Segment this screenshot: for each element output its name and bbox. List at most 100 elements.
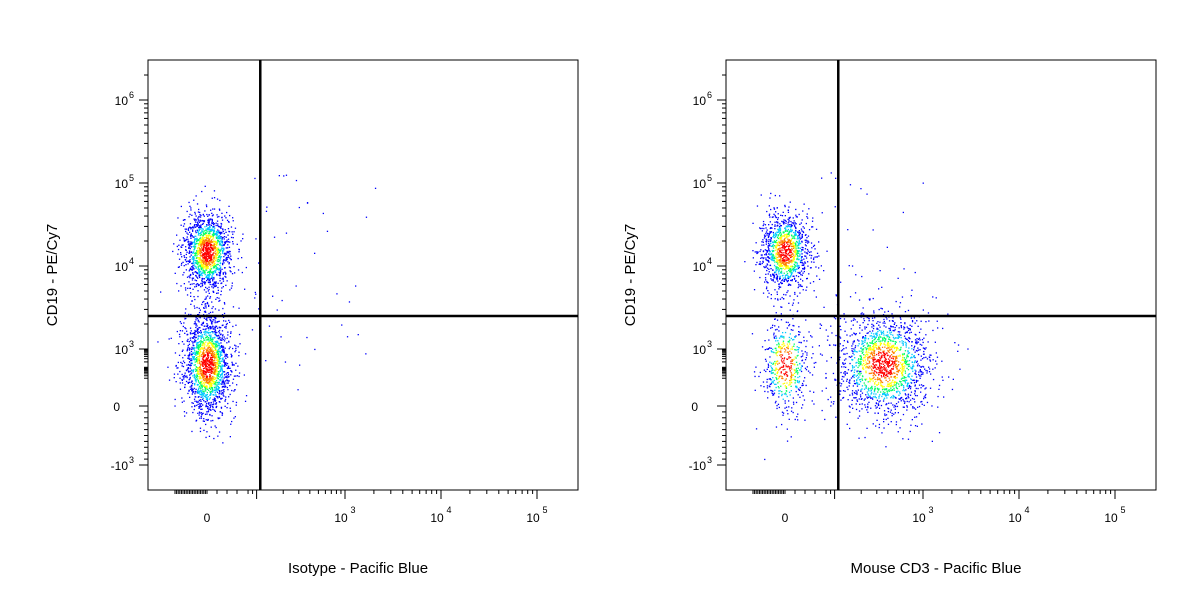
event-dot bbox=[868, 320, 870, 322]
event-dot bbox=[783, 298, 785, 300]
event-dot bbox=[213, 397, 216, 399]
event-dot bbox=[212, 371, 214, 373]
event-dot bbox=[198, 233, 200, 235]
event-dot bbox=[208, 278, 210, 280]
event-dot bbox=[873, 352, 876, 355]
event-dot bbox=[196, 373, 198, 375]
event-dot bbox=[204, 226, 206, 228]
event-dot bbox=[798, 241, 801, 243]
event-dot bbox=[858, 299, 861, 301]
event-dot bbox=[217, 268, 219, 271]
event-dot bbox=[213, 368, 215, 370]
event-dot bbox=[875, 343, 877, 345]
event-dot bbox=[779, 235, 782, 237]
event-dot bbox=[214, 340, 216, 343]
event-dot bbox=[201, 365, 204, 367]
event-dot bbox=[218, 309, 220, 311]
event-dot bbox=[183, 219, 186, 221]
event-dot bbox=[207, 326, 209, 329]
event-dot bbox=[222, 392, 224, 395]
event-dot bbox=[868, 356, 870, 358]
event-dot bbox=[206, 358, 208, 360]
event-dot bbox=[221, 282, 223, 284]
event-dot bbox=[788, 258, 790, 260]
event-dot bbox=[195, 352, 197, 354]
event-dot bbox=[194, 321, 196, 323]
event-dot bbox=[224, 384, 226, 386]
event-dot bbox=[778, 270, 780, 272]
event-dot bbox=[793, 299, 795, 301]
event-dot bbox=[766, 259, 768, 261]
event-dot bbox=[789, 241, 791, 243]
event-dot bbox=[231, 364, 234, 366]
event-dot bbox=[795, 229, 797, 232]
event-dot bbox=[800, 257, 802, 259]
event-dot bbox=[216, 371, 218, 373]
event-dot bbox=[226, 219, 229, 221]
event-dot bbox=[208, 280, 210, 282]
event-dot bbox=[896, 391, 898, 394]
event-dot bbox=[194, 243, 196, 245]
event-dot bbox=[200, 400, 202, 402]
event-dot bbox=[238, 372, 241, 374]
event-dot bbox=[195, 354, 197, 356]
event-dot bbox=[792, 217, 794, 219]
event-dot bbox=[784, 249, 786, 251]
event-dot bbox=[798, 250, 800, 252]
event-dot bbox=[215, 399, 217, 402]
event-dot bbox=[778, 259, 780, 261]
event-dot bbox=[203, 376, 205, 378]
event-dot bbox=[215, 350, 217, 352]
event-dot bbox=[818, 267, 820, 269]
event-dot bbox=[205, 376, 208, 379]
event-dot bbox=[782, 262, 784, 264]
event-dot bbox=[770, 237, 772, 239]
event-dot bbox=[180, 224, 182, 226]
event-dot bbox=[892, 386, 894, 388]
event-dot bbox=[200, 412, 202, 414]
event-dot bbox=[219, 391, 221, 393]
event-dot bbox=[791, 272, 794, 274]
event-dot bbox=[194, 353, 197, 355]
event-dot bbox=[181, 350, 183, 352]
event-dot bbox=[208, 403, 210, 405]
event-dot bbox=[205, 225, 208, 227]
event-dot bbox=[196, 254, 198, 256]
event-dot bbox=[908, 352, 911, 354]
event-dot bbox=[760, 249, 762, 251]
event-dot bbox=[780, 313, 782, 315]
event-dot bbox=[772, 250, 774, 253]
event-dot bbox=[920, 359, 922, 361]
event-dot bbox=[207, 371, 210, 373]
event-dot bbox=[805, 289, 807, 291]
event-dot bbox=[774, 281, 776, 283]
event-dot bbox=[215, 389, 217, 391]
event-dot bbox=[258, 262, 260, 264]
event-dot bbox=[205, 334, 207, 336]
event-dot bbox=[187, 363, 190, 366]
event-dot bbox=[195, 376, 197, 378]
event-dot bbox=[759, 276, 761, 279]
event-dot bbox=[804, 267, 806, 270]
event-dot bbox=[218, 230, 220, 232]
event-dot bbox=[205, 404, 207, 406]
event-dot bbox=[223, 361, 225, 363]
event-dot bbox=[899, 354, 901, 356]
event-dot bbox=[213, 349, 215, 352]
event-dot bbox=[202, 231, 204, 233]
event-dot bbox=[201, 375, 203, 377]
event-dot bbox=[802, 247, 804, 249]
event-dot bbox=[199, 237, 202, 239]
event-dot bbox=[213, 352, 215, 354]
event-dot bbox=[265, 360, 267, 362]
event-dot bbox=[254, 291, 256, 294]
event-dot bbox=[205, 229, 207, 232]
event-dot bbox=[191, 227, 194, 229]
event-dot bbox=[204, 367, 206, 369]
event-dot bbox=[767, 282, 769, 284]
event-dot bbox=[209, 380, 211, 382]
event-dot bbox=[206, 413, 208, 415]
event-dot bbox=[198, 268, 201, 271]
event-dot bbox=[802, 230, 804, 233]
event-dot bbox=[793, 257, 795, 259]
